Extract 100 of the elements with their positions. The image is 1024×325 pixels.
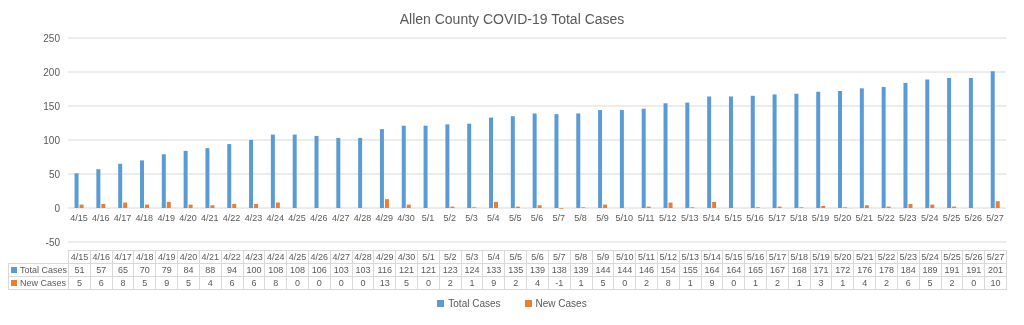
bar xyxy=(668,202,673,208)
data-label: 8 xyxy=(657,276,680,290)
category-label: 4/30 xyxy=(397,252,416,262)
bar xyxy=(537,205,542,208)
data-label: 138 xyxy=(548,263,571,277)
category-label: 5/4 xyxy=(487,252,501,262)
x-tick-label: 5/12 xyxy=(659,213,677,223)
data-label: 189 xyxy=(919,263,941,277)
y-tick-label: 50 xyxy=(48,168,61,180)
bar xyxy=(663,103,668,208)
x-tick-label: 4/24 xyxy=(266,213,284,223)
data-label: 171 xyxy=(810,263,832,277)
category-label: 4/16 xyxy=(92,252,110,262)
data-label: 5 xyxy=(592,276,614,290)
x-tick-label: 4/17 xyxy=(113,213,132,223)
x-tick-label: 5/18 xyxy=(790,213,808,223)
data-label: 1 xyxy=(461,276,483,290)
bar xyxy=(358,137,363,208)
bar xyxy=(968,78,973,208)
category-label: 5/10 xyxy=(615,252,634,262)
data-label: 116 xyxy=(373,263,396,277)
data-label: 184 xyxy=(897,263,920,277)
bar xyxy=(270,134,275,208)
x-tick-label: 5/3 xyxy=(465,213,478,223)
data-label: 123 xyxy=(439,263,462,277)
category-label: 5/15 xyxy=(725,252,743,262)
data-label: 6 xyxy=(897,276,920,290)
data-label: 0 xyxy=(613,276,636,290)
bar xyxy=(74,173,79,208)
legend-label: New Cases xyxy=(8,276,69,290)
data-label: 2 xyxy=(635,276,658,290)
x-tick-label: 4/18 xyxy=(135,213,154,223)
x-tick-label: 5/21 xyxy=(855,213,873,223)
x-tick-label: 5/2 xyxy=(443,213,456,223)
bar xyxy=(123,202,128,208)
x-tick-label: 4/21 xyxy=(201,213,219,223)
bar xyxy=(249,140,254,208)
x-tick-label: 5/1 xyxy=(421,213,435,223)
bar xyxy=(947,78,952,208)
x-tick-label: 5/7 xyxy=(552,213,566,223)
data-label: 133 xyxy=(482,263,505,277)
y-tick-label: 0 xyxy=(54,202,61,214)
bar xyxy=(864,205,869,208)
bar xyxy=(641,108,646,208)
bar xyxy=(908,203,913,208)
data-label: 4 xyxy=(853,276,876,290)
category-label: 5/17 xyxy=(768,252,787,262)
x-tick-label: 5/5 xyxy=(508,213,522,223)
bar xyxy=(292,134,297,208)
x-tick-label: 4/20 xyxy=(179,213,197,223)
bar xyxy=(401,125,406,208)
bar xyxy=(772,94,777,208)
x-tick-label: 4/28 xyxy=(353,213,372,223)
y-tick-label: -50 xyxy=(45,236,61,248)
category-label: 5/6 xyxy=(531,252,544,262)
data-label: 57 xyxy=(90,263,113,277)
x-tick-label: 5/20 xyxy=(833,213,852,223)
data-label: 51 xyxy=(68,263,91,277)
data-label: 2 xyxy=(504,276,527,290)
x-tick-label: 4/23 xyxy=(244,213,263,223)
category-label: 5/12 xyxy=(659,252,678,262)
data-label: 0 xyxy=(308,276,331,290)
data-label: 0 xyxy=(330,276,353,290)
data-label: 10 xyxy=(984,276,1007,290)
data-label: 9 xyxy=(155,276,178,290)
category-label: 5/14 xyxy=(703,252,721,262)
bar xyxy=(139,160,144,208)
bar xyxy=(990,71,995,208)
category-label: 5/16 xyxy=(746,252,765,262)
category-label: 4/25 xyxy=(288,252,307,262)
bar xyxy=(707,96,712,208)
bar xyxy=(510,116,515,208)
category-label: 4/21 xyxy=(201,252,220,262)
x-tick-label: 5/10 xyxy=(615,213,634,223)
x-tick-label: 4/15 xyxy=(70,213,88,223)
x-tick-label: 5/6 xyxy=(530,213,544,223)
bar xyxy=(227,144,232,208)
bar xyxy=(205,148,210,208)
data-label: 108 xyxy=(264,263,287,277)
data-label: 2 xyxy=(439,276,462,290)
x-tick-label: 4/29 xyxy=(375,213,394,223)
x-tick-label: 5/13 xyxy=(680,213,699,223)
data-label: 5 xyxy=(919,276,941,290)
bar xyxy=(379,129,384,208)
data-label: 135 xyxy=(504,263,527,277)
data-label: 8 xyxy=(264,276,287,290)
category-label: 5/20 xyxy=(834,252,852,262)
y-tick-label: 150 xyxy=(43,100,61,112)
x-tick-label: 5/14 xyxy=(702,213,721,223)
data-label: 124 xyxy=(461,263,483,277)
x-tick-label: 5/22 xyxy=(877,213,895,223)
x-tick-label: 5/9 xyxy=(596,213,609,223)
data-label: 6 xyxy=(90,276,113,290)
data-label: 88 xyxy=(199,263,222,277)
data-label: 168 xyxy=(788,263,811,277)
x-tick-label: 4/16 xyxy=(91,213,110,223)
bar xyxy=(494,201,499,208)
data-label: 8 xyxy=(112,276,134,290)
data-label: 84 xyxy=(177,263,200,277)
category-label: 5/19 xyxy=(812,252,830,262)
